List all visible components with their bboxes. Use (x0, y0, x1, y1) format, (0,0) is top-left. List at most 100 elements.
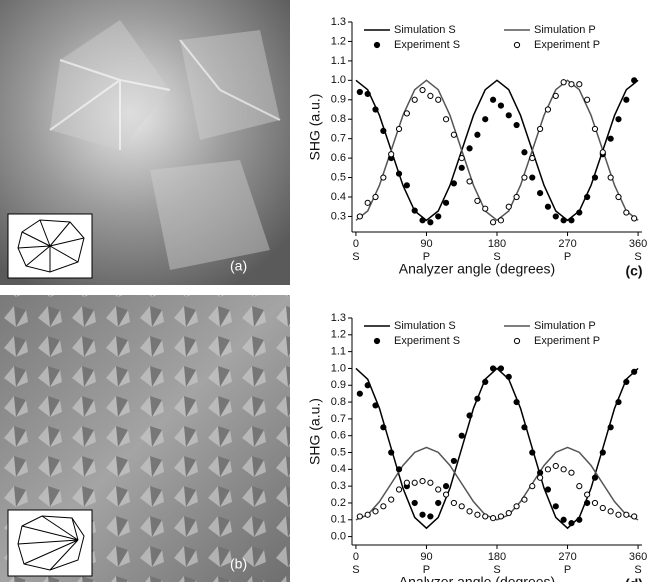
data-point (497, 513, 505, 520)
data-point (599, 149, 606, 156)
data-point (364, 511, 371, 518)
y-tick-label: 0.6 (331, 152, 346, 164)
data-point (427, 513, 434, 520)
y-tick-label: 0.2 (331, 497, 346, 509)
data-point (466, 145, 473, 152)
x-tick-label: 90 (420, 551, 432, 563)
data-point (458, 164, 465, 171)
data-point (615, 511, 622, 518)
data-point (435, 213, 442, 220)
data-point (576, 81, 583, 88)
data-point (489, 514, 497, 522)
x-tick-sublabel: P (423, 564, 430, 576)
data-point (591, 499, 599, 507)
data-point (435, 96, 442, 103)
data-point (544, 106, 552, 113)
data-point (497, 365, 505, 372)
data-point (427, 219, 434, 226)
data-point (388, 151, 395, 158)
data-point (552, 503, 559, 510)
data-point (537, 469, 544, 476)
panel-label: (b) (230, 556, 247, 572)
data-point (584, 499, 591, 507)
data-point (607, 508, 614, 515)
data-point (529, 449, 536, 456)
y-tick-label: 0.4 (331, 463, 346, 475)
y-tick-label: 1.1 (331, 346, 346, 358)
data-point (356, 390, 363, 397)
data-point (489, 96, 497, 103)
data-point (521, 424, 528, 431)
y-tick-label: 0.7 (331, 413, 346, 425)
data-point (552, 462, 559, 470)
data-point (356, 513, 363, 520)
data-point (513, 503, 520, 510)
data-point (372, 402, 379, 409)
x-tick-label: 270 (558, 238, 576, 250)
data-line (355, 367, 639, 530)
data-line (355, 79, 639, 222)
y-tick-label: 1.0 (331, 362, 346, 374)
legend-label: Simulation P (534, 24, 596, 36)
y-tick-label: 1.1 (331, 55, 346, 67)
data-point (372, 193, 379, 201)
data-point (482, 205, 489, 212)
panel-label: (d) (625, 576, 643, 582)
data-point (544, 203, 552, 210)
data-point (537, 190, 544, 197)
data-point (521, 174, 528, 181)
micrograph-b: (b) (0, 295, 290, 582)
legend-marker (513, 41, 521, 49)
y-tick-label: 0.8 (331, 396, 346, 408)
data-point (591, 125, 599, 133)
x-tick-sublabel: P (423, 251, 430, 263)
data-point (529, 483, 536, 490)
data-point (403, 110, 410, 117)
data-point (435, 499, 442, 507)
data-point (631, 513, 638, 520)
data-point (560, 79, 567, 86)
data-point (599, 504, 606, 512)
y-tick-label: 0.8 (331, 113, 346, 125)
y-tick-label: 0.1 (331, 514, 346, 526)
legend-label: Experiment S (394, 39, 460, 51)
data-point (513, 121, 520, 129)
legend-label: Experiment S (394, 335, 460, 347)
data-point (505, 203, 512, 210)
x-tick-sublabel: S (352, 251, 359, 263)
data-point (584, 96, 591, 103)
data-point (482, 116, 489, 123)
data-point (474, 511, 481, 518)
legend-label: Experiment P (534, 335, 600, 347)
data-point (568, 469, 575, 476)
x-tick-label: 180 (488, 551, 506, 563)
data-point (372, 106, 379, 113)
data-point (623, 209, 630, 216)
data-line (355, 79, 639, 222)
y-tick-label: 0.5 (331, 446, 346, 458)
data-point (599, 449, 606, 456)
legend-marker (373, 41, 381, 49)
data-point (537, 125, 544, 133)
data-point (411, 207, 418, 214)
data-point (623, 378, 630, 385)
data-point (474, 131, 481, 138)
y-tick-label: 0.9 (331, 94, 346, 106)
panel-label: (a) (230, 258, 247, 274)
data-point (458, 155, 465, 162)
x-tick-sublabel: S (352, 564, 359, 576)
data-point (466, 508, 473, 515)
data-point (442, 491, 450, 498)
data-point (411, 479, 418, 486)
y-tick-label: 0.3 (331, 210, 346, 222)
y-axis-label: SHG (a.u.) (307, 94, 323, 161)
y-tick-label: 0.7 (331, 133, 346, 145)
data-point (419, 86, 426, 94)
data-point (552, 92, 559, 99)
data-point (442, 483, 450, 490)
panel-label: (c) (625, 263, 642, 279)
x-tick-sublabel: P (564, 251, 571, 263)
data-point (615, 116, 622, 123)
data-point (372, 508, 379, 515)
data-point (364, 90, 371, 98)
